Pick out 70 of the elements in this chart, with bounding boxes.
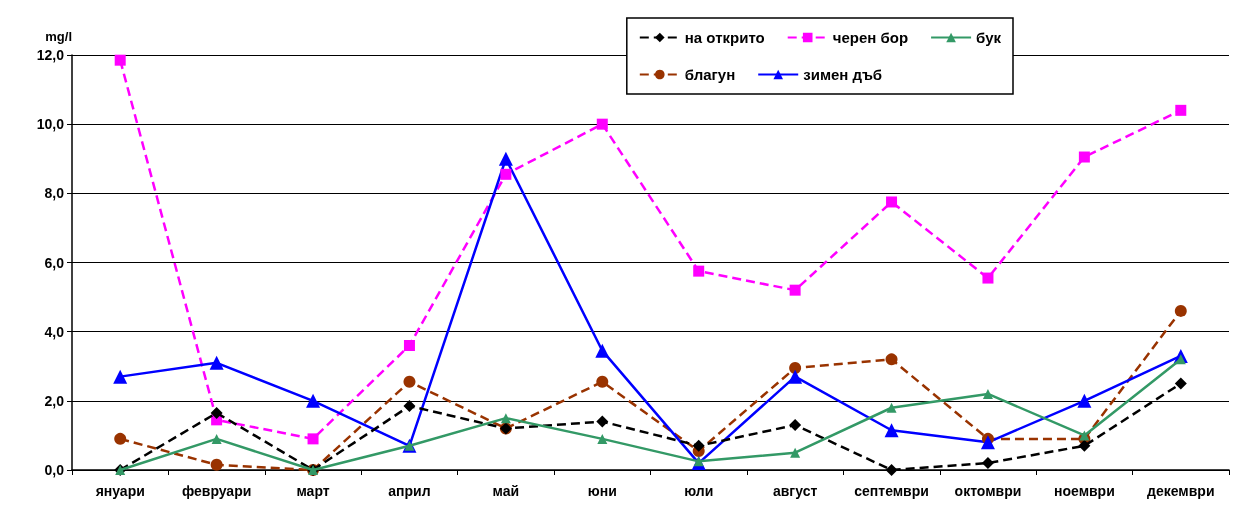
point	[114, 54, 126, 66]
point	[788, 369, 803, 384]
point	[1078, 439, 1091, 452]
x-tick-label: април	[388, 483, 431, 499]
y-tick-label: 10,0	[36, 116, 65, 133]
point	[597, 433, 608, 444]
point	[981, 457, 994, 470]
y-tick-label: 12,0	[36, 47, 65, 63]
x-tick-label: юни	[587, 483, 617, 499]
point	[692, 439, 705, 452]
x-tick-label: декември	[1147, 483, 1215, 499]
legend-label: бук	[976, 29, 1002, 46]
point	[500, 168, 512, 180]
x-tick-label: октомври	[954, 483, 1022, 499]
y-tick-label: 8,0	[44, 185, 65, 202]
point	[595, 343, 610, 358]
point	[693, 265, 705, 277]
point	[1175, 354, 1186, 365]
point	[114, 432, 127, 445]
x-tick-label: май	[492, 483, 520, 499]
point	[596, 118, 608, 130]
y-tick-label: 6,0	[44, 254, 65, 271]
y-tick-label: 0,0	[44, 462, 65, 478]
x-tick-label: март	[296, 483, 330, 499]
point	[982, 272, 994, 284]
point	[1174, 304, 1187, 317]
point	[209, 355, 224, 370]
point	[403, 340, 415, 351]
point	[1079, 430, 1090, 441]
point	[1077, 393, 1092, 408]
point	[789, 361, 802, 374]
point	[500, 413, 511, 424]
x-tick-label: януари	[95, 483, 145, 499]
point	[498, 151, 513, 166]
x-tick-label: ноември	[1054, 483, 1115, 499]
x-tick-label: август	[772, 483, 818, 499]
x-tick-label: юли	[684, 483, 714, 499]
point	[403, 375, 416, 388]
legend-label: зимен дъб	[803, 66, 883, 83]
point	[210, 406, 223, 419]
y-tick-label: 2,0	[44, 392, 65, 409]
point	[790, 447, 801, 458]
point	[885, 353, 898, 366]
point	[693, 456, 704, 467]
point	[884, 423, 899, 438]
point	[980, 435, 995, 450]
legend-label: благун	[684, 66, 736, 83]
legend-label: на открито	[684, 29, 765, 46]
point	[885, 464, 898, 476]
x-tick-label: февруари	[181, 483, 252, 499]
point	[886, 196, 898, 208]
point	[789, 284, 801, 296]
point	[886, 402, 897, 413]
point	[1175, 104, 1187, 116]
point	[113, 369, 128, 384]
point	[596, 415, 609, 428]
point	[596, 375, 609, 388]
point	[211, 433, 222, 444]
point	[789, 419, 802, 432]
point	[210, 458, 223, 471]
legend-label: черен бор	[832, 29, 909, 46]
point	[307, 433, 319, 445]
point	[403, 400, 416, 413]
point	[1078, 151, 1090, 163]
x-tick-label: септември	[854, 483, 929, 499]
point	[1174, 377, 1187, 390]
point	[306, 393, 321, 408]
y-axis-title: mg/l	[45, 29, 72, 44]
point	[982, 388, 993, 399]
y-tick-label: 4,0	[44, 323, 65, 340]
